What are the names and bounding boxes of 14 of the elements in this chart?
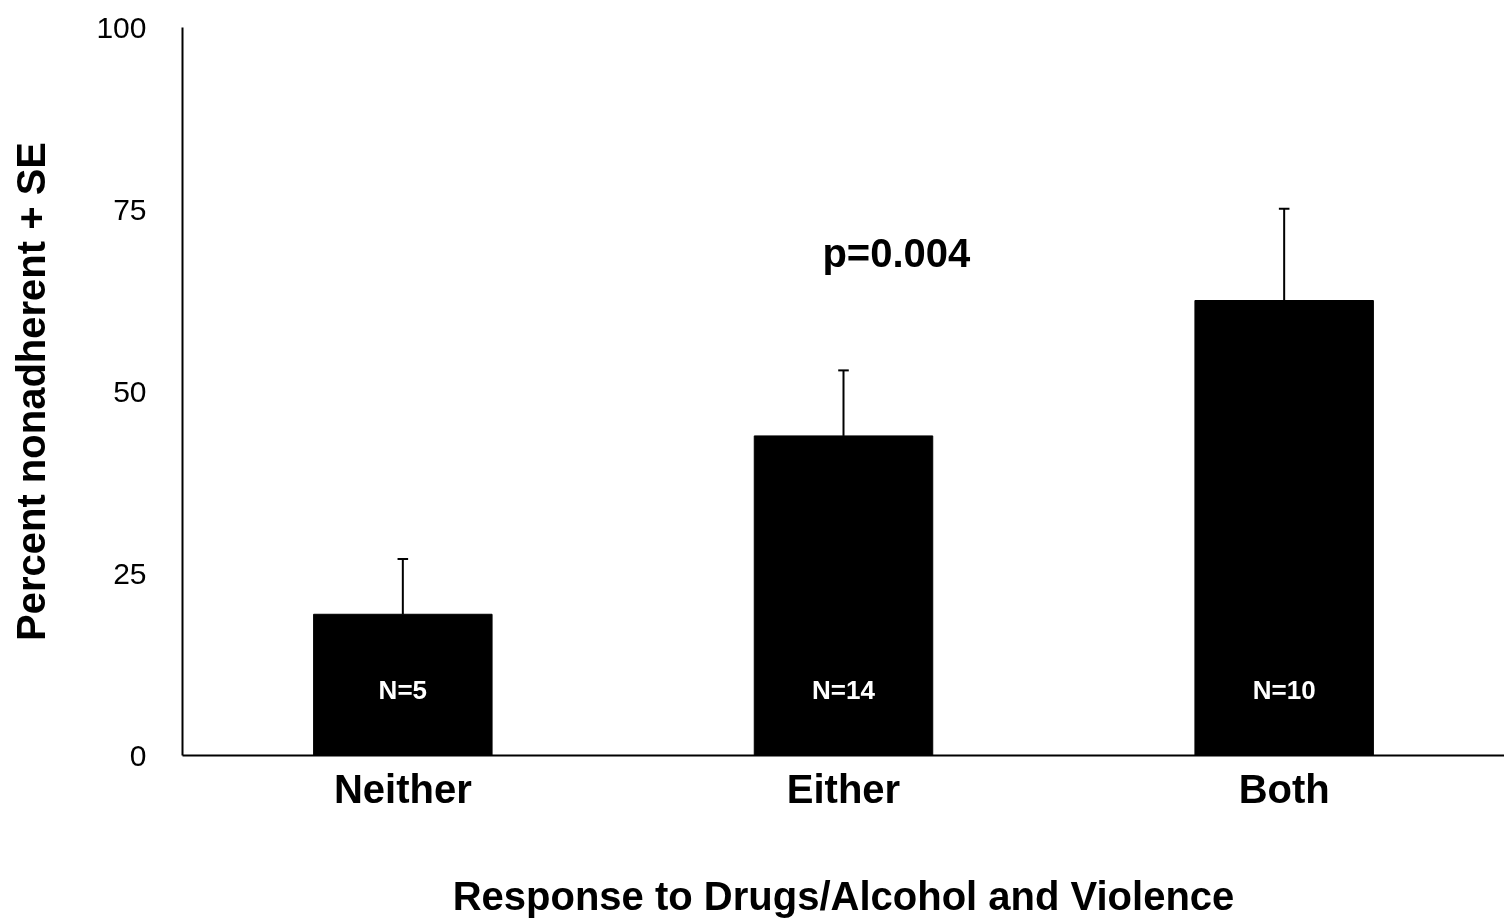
x-axis-title: Response to Drugs/Alcohol and Violence bbox=[452, 873, 1235, 918]
annotation: p=0.004 bbox=[822, 231, 972, 276]
y-tick-label: 75 bbox=[113, 192, 147, 226]
annotation: N=14 bbox=[812, 674, 876, 705]
x-tick-label: Neither bbox=[333, 766, 472, 811]
annotation: N=5 bbox=[378, 674, 428, 705]
y-tick-label: 50 bbox=[113, 374, 147, 408]
y-tick-label: 25 bbox=[113, 556, 147, 590]
annotation: N=10 bbox=[1252, 674, 1316, 705]
x-tick-label: Both bbox=[1238, 766, 1330, 811]
y-tick-label: 0 bbox=[129, 738, 147, 772]
y-tick-label: 100 bbox=[96, 10, 147, 44]
y-axis-title: Percent nonadherent + SE bbox=[9, 141, 54, 642]
x-tick-label: Either bbox=[786, 766, 901, 811]
